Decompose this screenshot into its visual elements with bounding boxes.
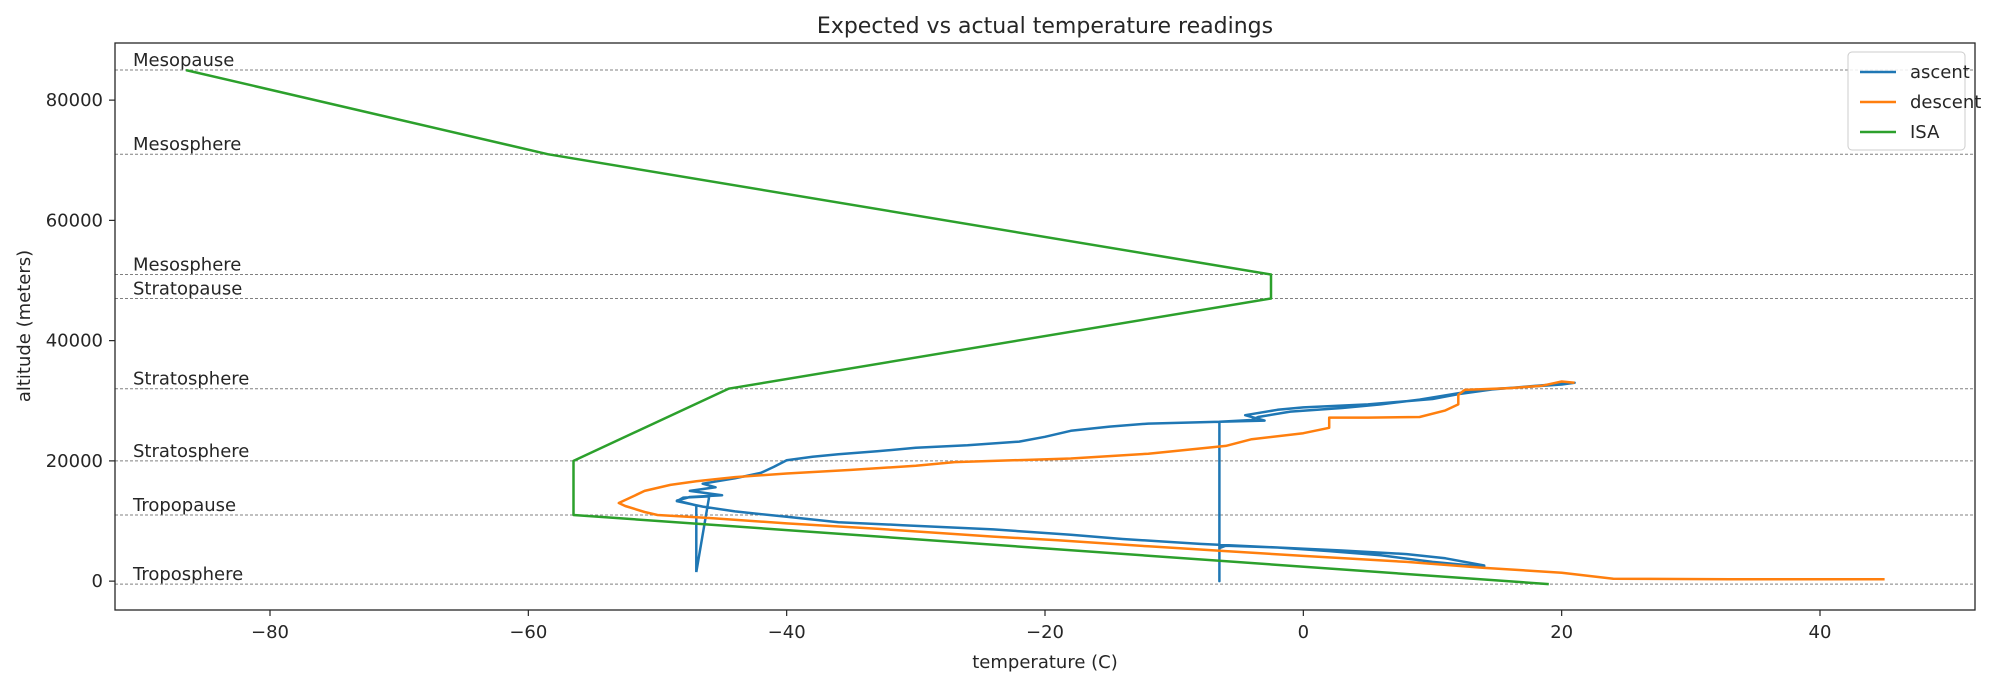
- layer-label: Tropopause: [132, 495, 236, 516]
- layer-label: Troposphere: [132, 564, 243, 585]
- reference-lines: Mesopause Mesosphere Mesosphere Stratopause…: [115, 50, 1975, 585]
- legend-label: ISA: [1910, 122, 1940, 143]
- y-tick-label: 20000: [46, 451, 103, 472]
- layer-label: Stratopause: [133, 279, 242, 300]
- x-tick-label: 0: [1298, 622, 1309, 643]
- y-axis: 0 20000 40000 60000 80000: [46, 90, 115, 592]
- x-tick-label: 20: [1550, 622, 1573, 643]
- y-tick-label: 40000: [46, 331, 103, 352]
- x-axis-label: temperature (C): [972, 652, 1117, 673]
- y-tick-label: 60000: [46, 210, 103, 231]
- x-tick-label: −20: [1026, 622, 1064, 643]
- x-tick-label: −40: [768, 622, 806, 643]
- y-tick-label: 0: [92, 571, 103, 592]
- series-line-descent: [617, 380, 1885, 581]
- chart-title: Expected vs actual temperature readings: [817, 14, 1273, 39]
- legend-box: [1847, 51, 1966, 151]
- layer-label: Mesopause: [133, 50, 234, 71]
- layer-label: Mesosphere: [133, 134, 241, 155]
- x-axis: −80 −60 −40 −20 0 20 40: [251, 610, 1831, 643]
- layer-label: Stratosphere: [133, 369, 249, 390]
- x-tick-label: −80: [251, 622, 289, 643]
- y-tick-label: 80000: [46, 90, 103, 111]
- legend: ascent descent ISA: [1847, 51, 1981, 151]
- y-axis-label: altitude (meters): [14, 250, 35, 402]
- layer-label: Stratosphere: [133, 441, 249, 462]
- legend-label: ascent: [1910, 62, 1970, 83]
- series-line-isa: [185, 68, 1549, 586]
- series-layer: [185, 68, 1885, 586]
- series-line-ascent: [675, 381, 1576, 583]
- x-tick-label: 40: [1809, 622, 1832, 643]
- x-tick-label: −60: [509, 622, 547, 643]
- legend-label: descent: [1910, 92, 1981, 113]
- layer-label: Mesosphere: [133, 254, 241, 275]
